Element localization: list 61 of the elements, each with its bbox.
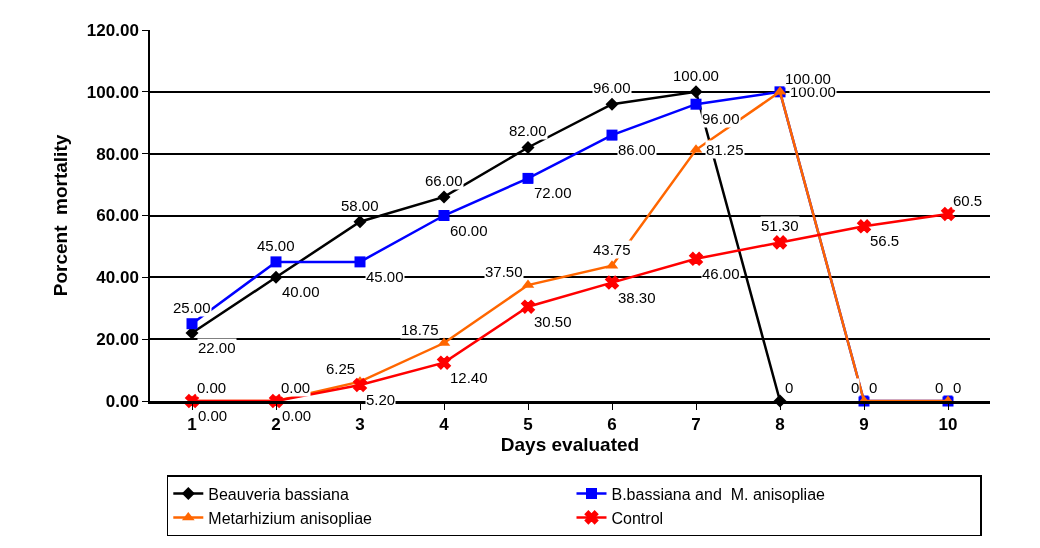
x-tick-label: 4	[439, 415, 450, 435]
data-label: 0	[935, 379, 944, 396]
data-label: 0	[785, 379, 794, 396]
data-label: 45.00	[257, 237, 295, 254]
data-label: 60.00	[450, 222, 488, 239]
data-label: 66.00	[425, 172, 463, 189]
data-label: 18.75	[401, 321, 439, 338]
data-label: 96.00	[593, 79, 631, 96]
data-label: 60.5	[953, 192, 983, 209]
y-tick-label: 60.00	[96, 206, 139, 226]
data-label: 56.5	[870, 232, 900, 249]
data-label: 25.00	[173, 299, 211, 316]
data-label: 30.50	[534, 313, 572, 330]
data-label: 58.00	[341, 197, 379, 214]
data-label: 0	[953, 379, 962, 396]
data-label: 100.00	[673, 67, 719, 84]
x-axis-title: Days evaluated	[500, 434, 640, 456]
data-label: 45.00	[366, 268, 404, 285]
data-label: 12.40	[450, 369, 488, 386]
legend-label: Beauveria bassiana	[208, 485, 349, 503]
data-label: 37.50	[485, 263, 523, 280]
data-label: 46.00	[702, 265, 740, 282]
data-label: 0.00	[282, 407, 312, 424]
legend-label: B.bassiana and M. anisopliae	[611, 485, 826, 503]
x-tick-label: 5	[523, 415, 533, 435]
y-tick-label: 20.00	[96, 330, 139, 350]
x-tick-label: 2	[271, 415, 281, 435]
data-label: 0.00	[281, 379, 311, 396]
x-tick-label: 7	[691, 415, 701, 435]
legend-label: Control	[611, 509, 664, 527]
y-tick-label: 0.00	[105, 391, 139, 411]
data-label: 82.00	[509, 122, 547, 139]
y-tick-label: 40.00	[96, 268, 139, 288]
x-tick-label: 3	[355, 415, 365, 435]
y-axis-title: Porcent mortality	[50, 134, 72, 297]
data-label: 100.00	[790, 83, 836, 100]
y-tick-label: 120.00	[86, 20, 139, 40]
data-label: 6.25	[326, 360, 356, 377]
data-label: 51.30	[761, 217, 799, 234]
data-label: 43.75	[593, 241, 631, 258]
data-label: 0.00	[198, 407, 228, 424]
data-label: 40.00	[282, 283, 320, 300]
data-label: 0.00	[197, 379, 227, 396]
x-tick-label: 10	[938, 415, 958, 435]
data-label: 100.00	[785, 70, 831, 87]
x-tick-label: 1	[187, 415, 197, 435]
y-tick-label: 80.00	[96, 144, 139, 164]
data-label: 72.00	[534, 184, 572, 201]
data-label: 0	[851, 379, 860, 396]
x-tick-label: 9	[859, 415, 869, 435]
data-label: 86.00	[618, 141, 656, 158]
data-label: 22.00	[198, 339, 236, 356]
x-tick-label: 6	[607, 415, 617, 435]
data-label: 0	[869, 379, 878, 396]
legend-label: Metarhizium anisopliae	[208, 509, 373, 527]
x-tick-label: 8	[775, 415, 785, 435]
data-label: 38.30	[618, 289, 656, 306]
data-label: 81.25	[706, 141, 744, 158]
data-label: 5.20	[366, 391, 396, 408]
y-tick-label: 100.00	[86, 82, 139, 102]
data-label: 96.00	[702, 110, 740, 127]
